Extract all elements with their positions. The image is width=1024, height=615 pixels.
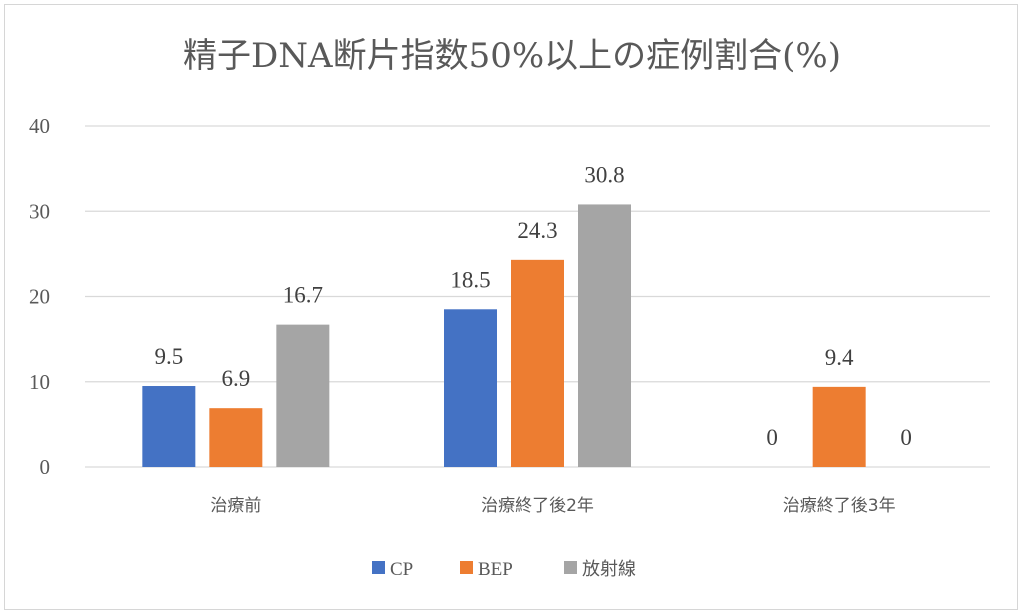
y-tick-label: 30 [29, 199, 50, 223]
bar-放射線-治療前 [276, 324, 330, 467]
y-tick-label: 40 [29, 114, 50, 138]
data-label: 9.5 [154, 344, 183, 369]
bar-CP-治療前 [142, 386, 196, 467]
y-tick-label: 0 [40, 455, 51, 479]
x-tick-label: 治療前 [210, 496, 261, 516]
bar-CP-治療終了後2年 [444, 309, 497, 467]
legend-label: BEP [478, 559, 513, 580]
chart-title: 精子DNA断片指数50%以上の症例割合(%) [183, 36, 841, 76]
x-axis-ticks: 治療前 治療終了後2年 治療終了後3年 [210, 496, 895, 516]
legend-swatch-CP [372, 561, 385, 574]
legend: CP BEP 放射線 [372, 559, 636, 580]
data-label: 0 [766, 425, 778, 450]
legend-label: 放射線 [582, 559, 636, 580]
legend-swatch-放射線 [564, 561, 577, 574]
data-label: 9.4 [825, 345, 854, 370]
y-axis-ticks: 0 10 20 30 40 [29, 114, 50, 479]
data-label: 24.3 [517, 218, 557, 243]
bars [142, 204, 866, 467]
bar-BEP-治療終了後2年 [511, 259, 564, 467]
x-tick-label: 治療終了後2年 [481, 496, 594, 516]
data-labels: 9.5 6.9 16.7 18.5 24.3 30.8 0 9.4 0 [154, 162, 911, 450]
x-tick-label: 治療終了後3年 [783, 496, 896, 516]
legend-label: CP [390, 559, 413, 580]
bar-BEP-治療前 [209, 408, 263, 467]
bar-放射線-治療終了後2年 [578, 204, 631, 467]
data-label: 0 [900, 425, 912, 450]
data-label: 18.5 [450, 267, 490, 292]
data-label: 6.9 [221, 366, 250, 391]
bar-BEP-治療終了後3年 [812, 386, 866, 467]
y-tick-label: 20 [29, 285, 50, 309]
data-label: 30.8 [584, 162, 624, 187]
data-label: 16.7 [283, 283, 323, 308]
y-tick-label: 10 [29, 370, 50, 394]
legend-swatch-BEP [460, 561, 473, 574]
